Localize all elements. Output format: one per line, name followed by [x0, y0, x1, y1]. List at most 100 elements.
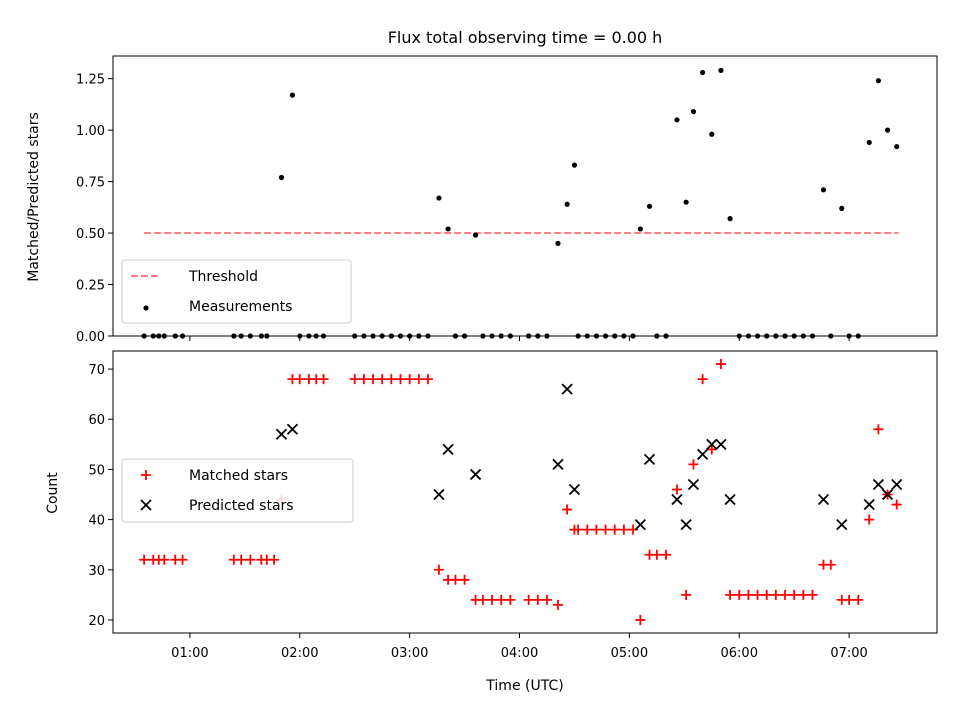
measurement-point: [571, 162, 578, 168]
matched-star-point: [450, 574, 461, 585]
measurement-point: [637, 226, 643, 232]
matched-star-point: [660, 549, 671, 560]
predicted-star-point: [680, 518, 692, 531]
matched-star-point: [477, 594, 488, 605]
measurement-point: [700, 69, 706, 76]
matched-star-point: [349, 374, 360, 385]
matched-star-point: [505, 594, 516, 605]
matched-star-point: [715, 359, 726, 370]
measurement-point: [564, 201, 570, 207]
measurement-point: [727, 216, 733, 222]
predicted-star-point: [561, 383, 573, 395]
measurement-point: [674, 117, 680, 123]
measurement-point: [683, 199, 689, 205]
bottom-x-tick-label: 04:00: [501, 646, 538, 661]
matched-star-point: [734, 589, 745, 600]
bottom-x-tick-label: 05:00: [611, 646, 648, 661]
matched-star-point: [404, 374, 415, 385]
matched-star-point: [552, 599, 563, 610]
bottom-legend-marker: [141, 470, 151, 480]
bottom-plot-frame: [112, 350, 938, 634]
measurement-point: [690, 108, 697, 115]
matched-star-point: [294, 374, 305, 385]
top-legend-box: [121, 259, 352, 324]
matched-star-point: [770, 589, 781, 600]
matched-star-point: [873, 424, 884, 435]
matched-star-point: [609, 524, 620, 535]
measurement-point: [289, 92, 296, 98]
matched-star-point: [459, 574, 470, 585]
matched-star-point: [582, 524, 593, 535]
bottom-x-axis-label: Time (UTC): [485, 678, 563, 694]
bottom-legend-label: Matched stars: [189, 468, 288, 484]
matched-star-point: [681, 589, 692, 600]
bottom-legend-label: Predicted stars: [189, 498, 294, 514]
bottom-legend-box: [121, 458, 354, 523]
measurement-point: [875, 78, 882, 84]
top-y-tick-label: 1.25: [76, 73, 105, 88]
measurement-point: [839, 205, 845, 211]
matched-star-point: [523, 594, 534, 605]
matched-star-point: [671, 484, 682, 495]
matched-star-point: [368, 374, 379, 385]
predicted-star-point: [863, 498, 875, 511]
matched-star-point: [562, 504, 573, 515]
measurement-point: [436, 195, 442, 201]
top-legend-marker: [143, 305, 149, 311]
matched-star-point: [177, 554, 188, 565]
top-legend-label: Threshold: [188, 269, 258, 285]
matched-star-point: [600, 524, 611, 535]
matched-star-point: [236, 554, 247, 565]
bottom-y-tick-label: 60: [88, 413, 105, 428]
top-y-tick-label: 0.00: [76, 330, 105, 345]
predicted-star-point: [817, 493, 830, 506]
predicted-star-point: [433, 488, 445, 501]
matched-star-point: [891, 499, 902, 510]
top-y-axis-label: Matched/Predicted stars: [26, 112, 42, 282]
bottom-x-tick-label: 06:00: [721, 646, 758, 661]
top-plot-frame: [112, 55, 938, 337]
bottom-x-tick-label: 02:00: [281, 646, 318, 661]
matched-star-point: [853, 594, 864, 605]
matched-star-point: [318, 374, 329, 385]
matched-star-point: [844, 594, 855, 605]
top-legend-label: Measurements: [189, 299, 292, 315]
matched-star-point: [706, 444, 717, 455]
matched-star-point: [807, 589, 818, 600]
top-y-tick-label: 0.25: [76, 279, 105, 294]
bottom-y-tick-label: 70: [88, 363, 105, 378]
bottom-y-tick-label: 40: [88, 514, 105, 529]
predicted-star-point: [687, 478, 700, 491]
bottom-y-tick-label: 20: [88, 614, 105, 629]
matched-star-point: [269, 554, 280, 565]
matched-star-point: [591, 524, 602, 535]
matched-star-point: [245, 554, 256, 565]
matched-star-point: [573, 524, 584, 535]
measurement-point: [555, 240, 561, 246]
bottom-x-tick-label: 03:00: [391, 646, 428, 661]
measurement-point: [820, 187, 827, 193]
bottom-x-tick-label: 07:00: [830, 646, 867, 661]
matched-star-point: [725, 589, 736, 600]
bottom-legend-marker: [140, 499, 152, 511]
predicted-star-point: [568, 483, 581, 496]
matched-star-point: [864, 514, 875, 525]
matched-star-point: [139, 554, 150, 565]
matched-star-point: [752, 589, 763, 600]
predicted-star-point: [872, 478, 885, 491]
measurement-point: [709, 131, 715, 137]
predicted-star-point: [715, 438, 727, 450]
predicted-star-point: [634, 518, 646, 531]
matched-star-point: [532, 594, 543, 605]
bottom-plot: 20 30 40 50 60 70 01:00 02:00 03:00 04:00 05:00 06:…: [88, 350, 938, 661]
matched-star-point: [688, 459, 699, 470]
measurement-point: [646, 203, 653, 209]
predicted-star-point: [643, 453, 656, 466]
matched-star-point: [386, 374, 397, 385]
predicted-star-point: [696, 448, 709, 461]
bottom-x-tick-label: 01:00: [171, 646, 208, 661]
matched-star-point: [761, 589, 772, 600]
measurement-point: [445, 226, 451, 232]
matched-star-point: [541, 594, 552, 605]
